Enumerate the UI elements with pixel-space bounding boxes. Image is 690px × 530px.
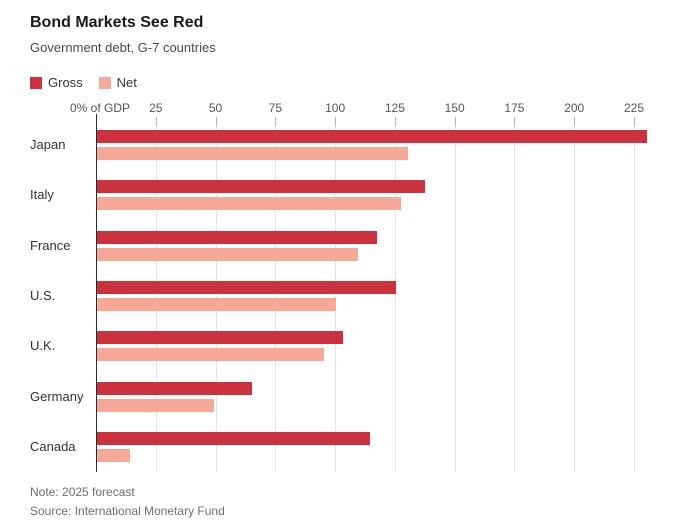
axis-tick [275,117,277,126]
axis-tick-label: 100 [325,101,346,115]
bar-net-canada [97,448,131,462]
page-title: Bond Markets See Red [30,14,204,31]
bar-gross-japan [97,130,647,143]
category-label-germany: Germany [30,388,84,404]
axis-tick [215,117,217,126]
chart-source: Source: International Monetary Fund [30,504,225,518]
gridline [215,118,217,472]
axis-tick-label: 75 [268,101,283,115]
category-label-u-k: U.K. [30,338,56,354]
bar-net-italy [97,197,401,211]
axis-tick-label: 150 [444,101,465,115]
axis-tick-label: 200 [564,101,585,115]
legend-label-gross: Gross [48,75,83,90]
bar-gross-canada [97,431,370,445]
axis-tick-label: 175 [504,101,525,115]
category-label-france: France [30,237,71,253]
net-swatch-icon [98,76,111,89]
gridline [454,118,456,472]
axis-tick-label: 25 [149,101,163,115]
gridline [574,118,576,472]
axis-tick-label: 50 [208,101,223,115]
gridline [155,118,157,472]
bar-gross-italy [97,180,425,194]
category-label-canada: Canada [30,438,76,454]
axis-tick-label: 225 [623,101,645,115]
bar-net-germany [97,398,215,412]
axis-tick [514,117,516,126]
category-label-japan: Japan [30,137,66,152]
category-label-u-s: U.S. [30,287,56,303]
legend-item-net: Net [98,75,137,90]
gridline [634,118,635,472]
category-label-italy: Italy [30,187,54,203]
legend: Gross Net [30,75,137,90]
bar-chart: 0% of GDP 25 50 75 100 125 150 175 200 225 Japan It… [0,95,690,477]
gridline [335,118,337,472]
axis-tick [335,117,337,126]
bar-net-france [97,247,358,261]
bar-gross-u-k [97,331,344,345]
gridline [514,118,516,472]
bar-net-u-k [97,348,325,362]
gross-swatch-icon [30,76,42,89]
page-subtitle: Government debt, G-7 countries [30,40,216,55]
axis-tick [454,117,456,126]
axis-tick [394,117,396,126]
axis-tick-label: 125 [384,101,405,115]
bar-gross-germany [97,381,253,395]
legend-item-gross: Gross [30,75,83,90]
axis-tick [634,117,635,126]
gridline [275,118,277,472]
bar-net-u-s [97,297,337,311]
legend-label-net: Net [116,75,137,90]
y-axis-line [96,114,97,472]
axis-tick [155,117,157,126]
chart-note: Note: 2025 forecast [30,485,135,499]
gridline [394,118,396,472]
axis-tick-label: 0% of GDP [70,101,131,115]
axis-tick [574,117,576,126]
bar-gross-france [97,230,377,244]
bar-gross-u-s [97,280,396,294]
bar-net-japan [97,147,408,160]
